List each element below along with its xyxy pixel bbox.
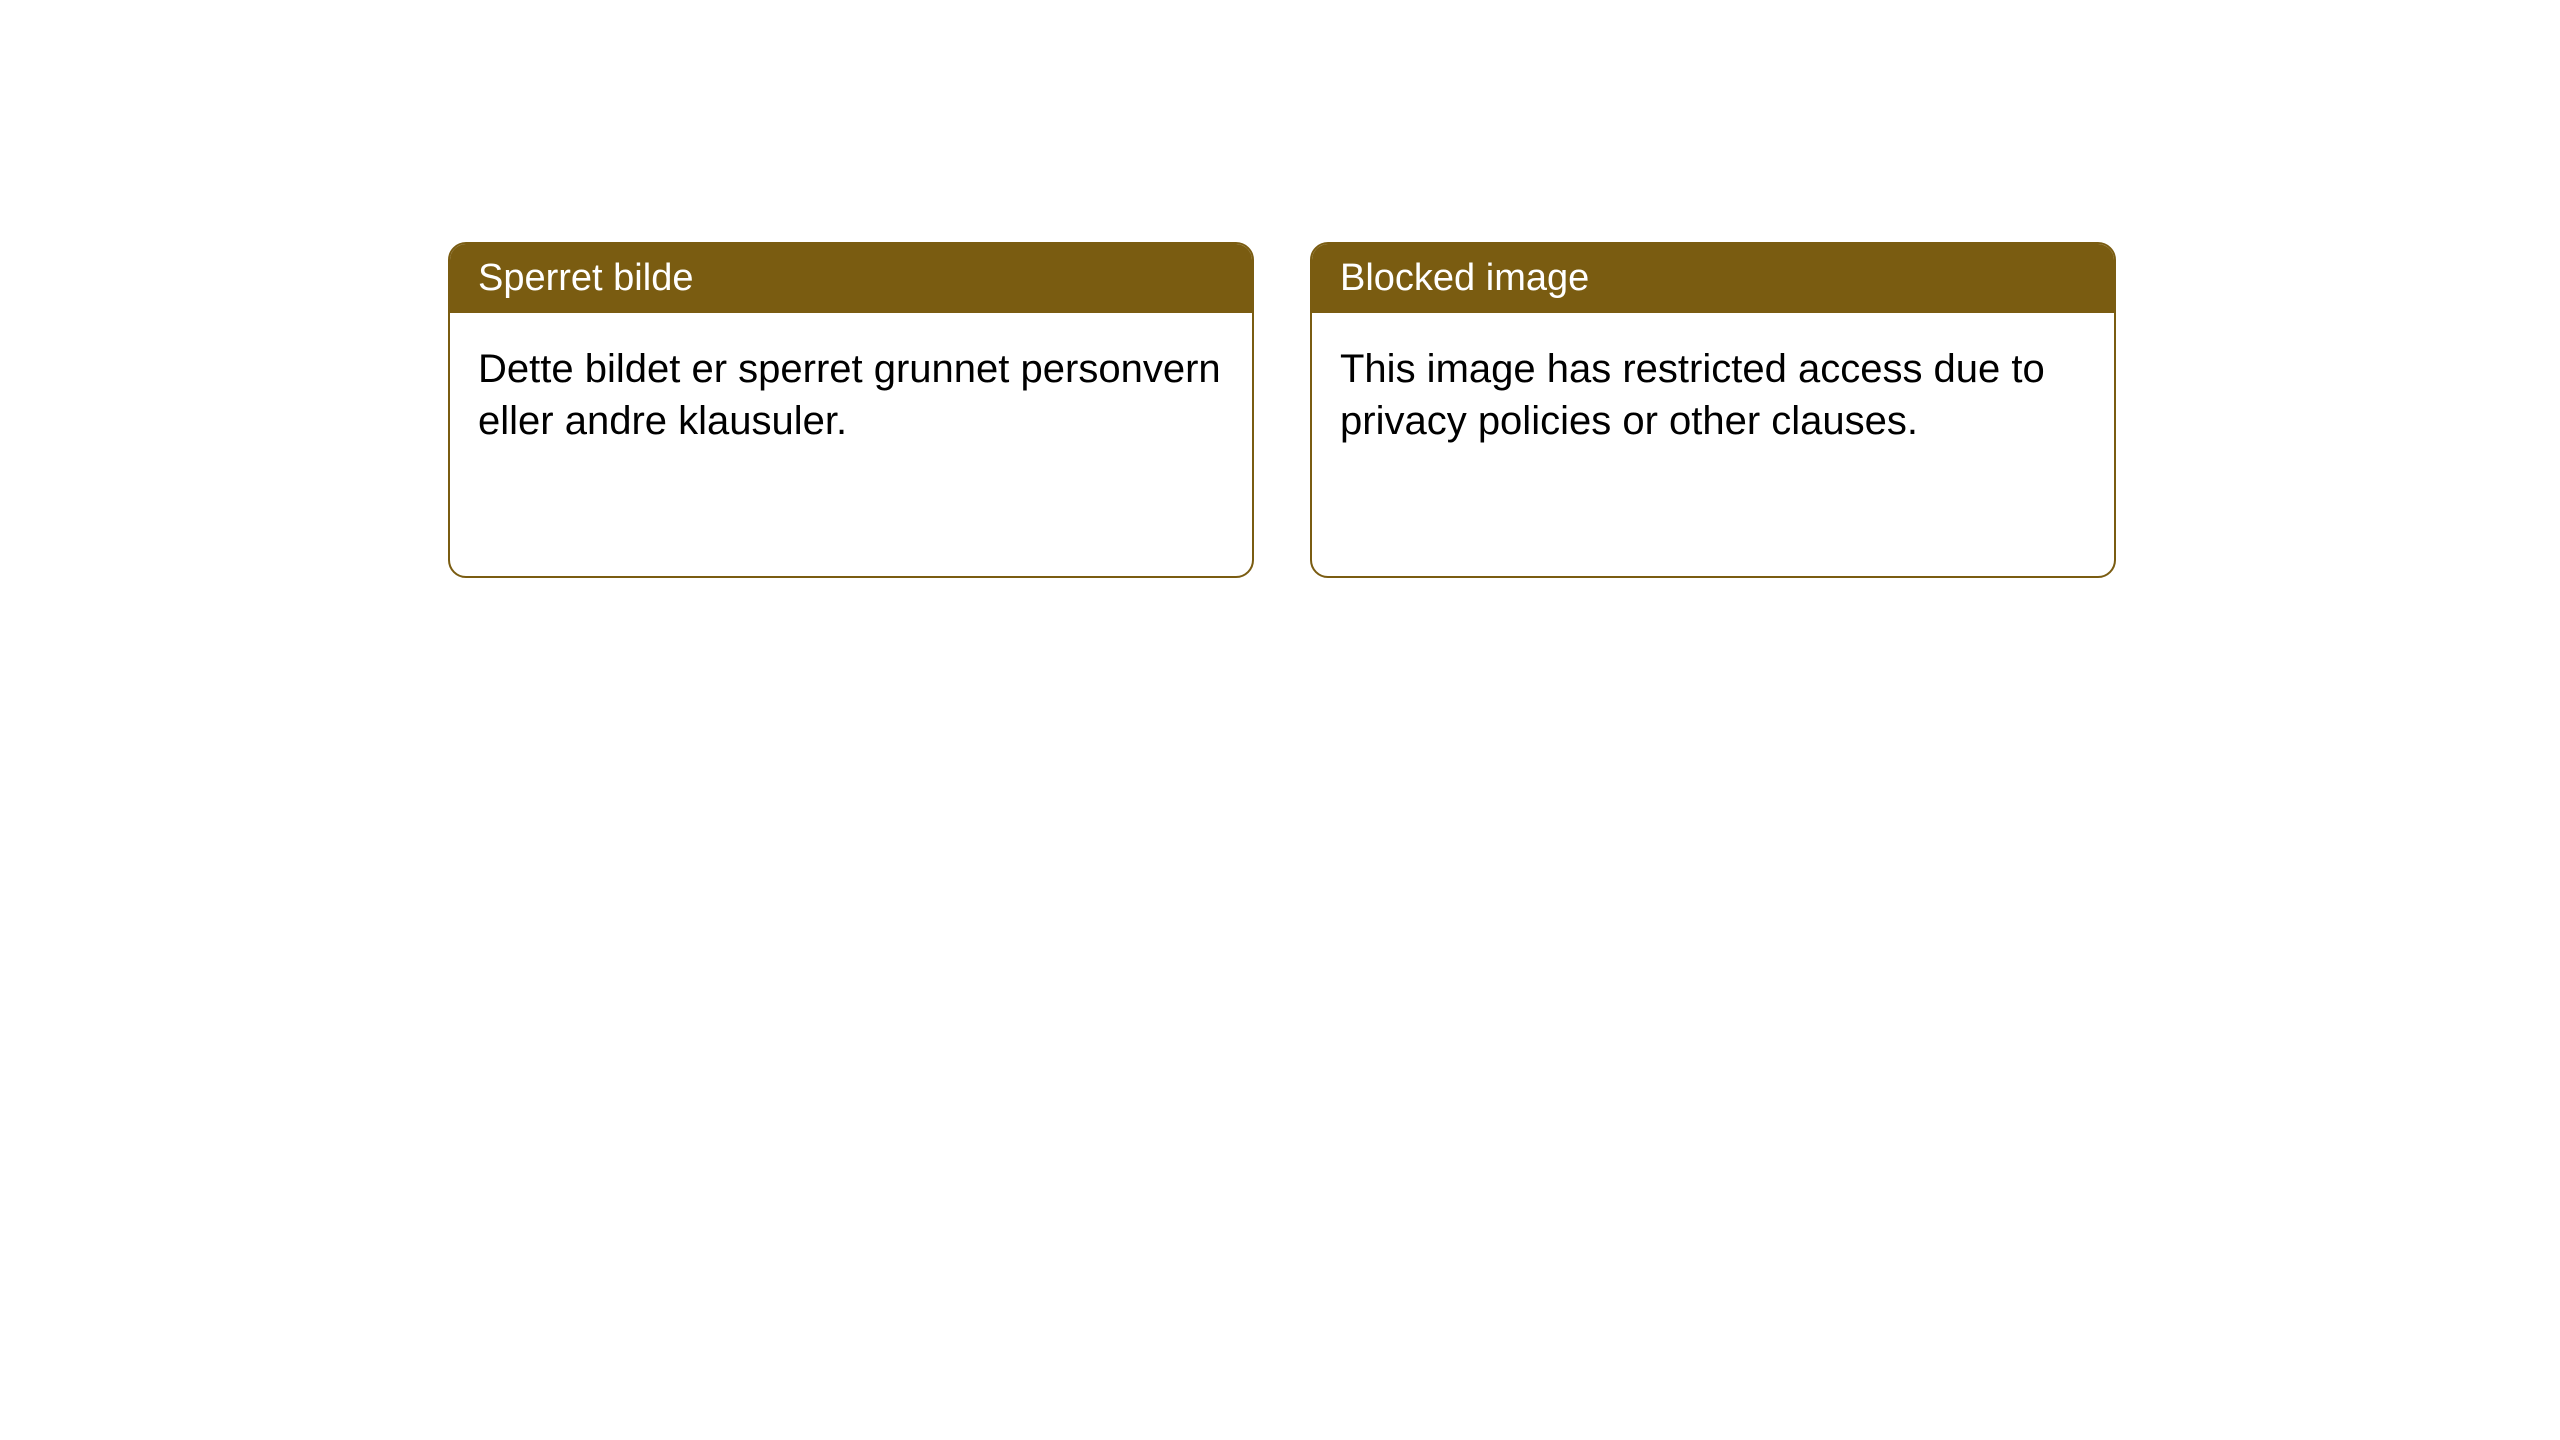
notice-body-text: This image has restricted access due to … bbox=[1340, 347, 2045, 443]
notice-header: Sperret bilde bbox=[450, 244, 1252, 313]
notice-body: This image has restricted access due to … bbox=[1312, 313, 2114, 477]
notice-title: Blocked image bbox=[1340, 257, 1589, 299]
notice-header: Blocked image bbox=[1312, 244, 2114, 313]
notice-card-norwegian: Sperret bilde Dette bildet er sperret gr… bbox=[448, 242, 1254, 578]
notice-body: Dette bildet er sperret grunnet personve… bbox=[450, 313, 1252, 477]
notice-card-english: Blocked image This image has restricted … bbox=[1310, 242, 2116, 578]
notice-container: Sperret bilde Dette bildet er sperret gr… bbox=[448, 242, 2116, 578]
notice-body-text: Dette bildet er sperret grunnet personve… bbox=[478, 347, 1221, 443]
notice-title: Sperret bilde bbox=[478, 257, 693, 299]
